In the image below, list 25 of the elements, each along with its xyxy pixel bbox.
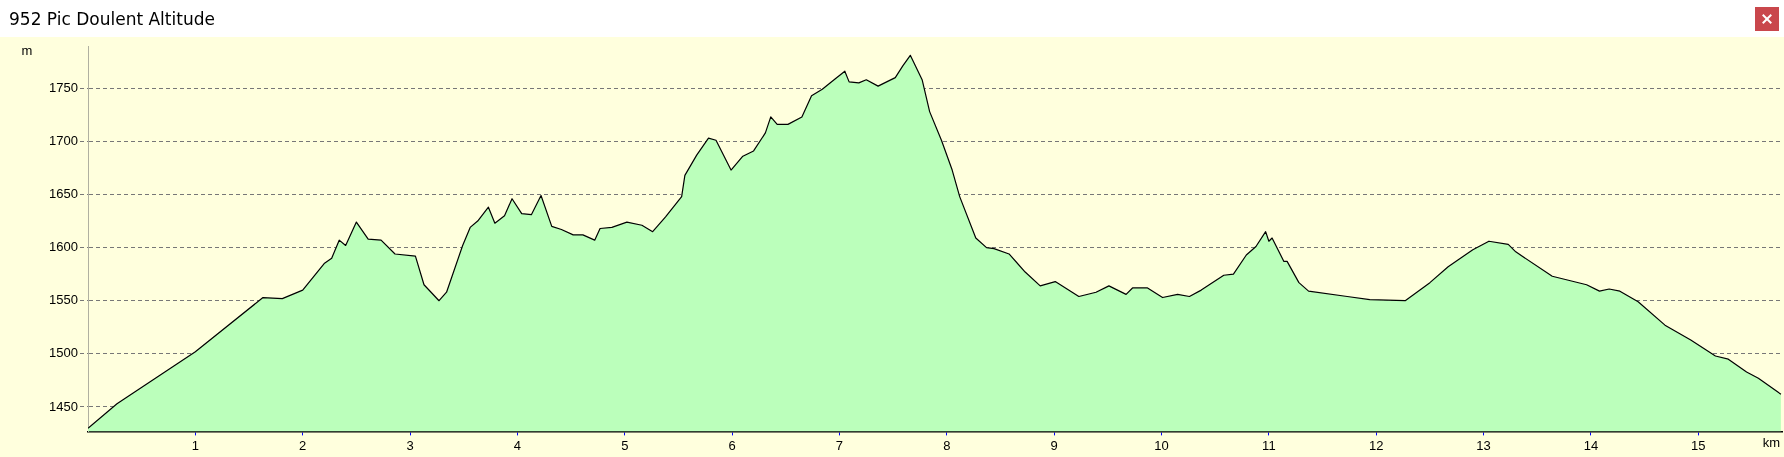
x-tick-label: 9 bbox=[1050, 437, 1058, 453]
x-tick-label: 3 bbox=[406, 437, 414, 453]
x-tick-label: 7 bbox=[835, 437, 844, 453]
x-tick-label: 10 bbox=[1154, 437, 1169, 453]
y-tick-label: 1500 bbox=[49, 345, 78, 361]
x-tick-label: 14 bbox=[1583, 437, 1599, 453]
x-tick-label: 15 bbox=[1691, 437, 1706, 453]
x-tick-label: 8 bbox=[943, 437, 951, 453]
x-tick-label: 1 bbox=[191, 437, 199, 453]
x-tick-label: 12 bbox=[1368, 437, 1384, 453]
x-axis-title: km bbox=[1762, 435, 1780, 451]
x-tick-label: 6 bbox=[728, 437, 736, 453]
y-tick-label: 1550 bbox=[49, 292, 78, 308]
x-tick-label: 13 bbox=[1476, 437, 1491, 453]
y-tick-label: 1650 bbox=[49, 186, 78, 202]
y-tick-label: 1450 bbox=[49, 398, 78, 414]
x-tick-label: 5 bbox=[621, 437, 629, 453]
y-tick-label: 1750 bbox=[49, 79, 78, 95]
x-tick-label: 11 bbox=[1262, 437, 1276, 453]
chart-title: 952 Pic Doulent Altitude bbox=[9, 8, 215, 29]
y-axis-title: m bbox=[21, 42, 33, 58]
x-tick-label: 2 bbox=[299, 437, 307, 453]
y-tick-label: 1600 bbox=[49, 239, 78, 255]
y-tick-label: 1700 bbox=[49, 132, 78, 148]
x-tick-label: 4 bbox=[513, 437, 522, 453]
